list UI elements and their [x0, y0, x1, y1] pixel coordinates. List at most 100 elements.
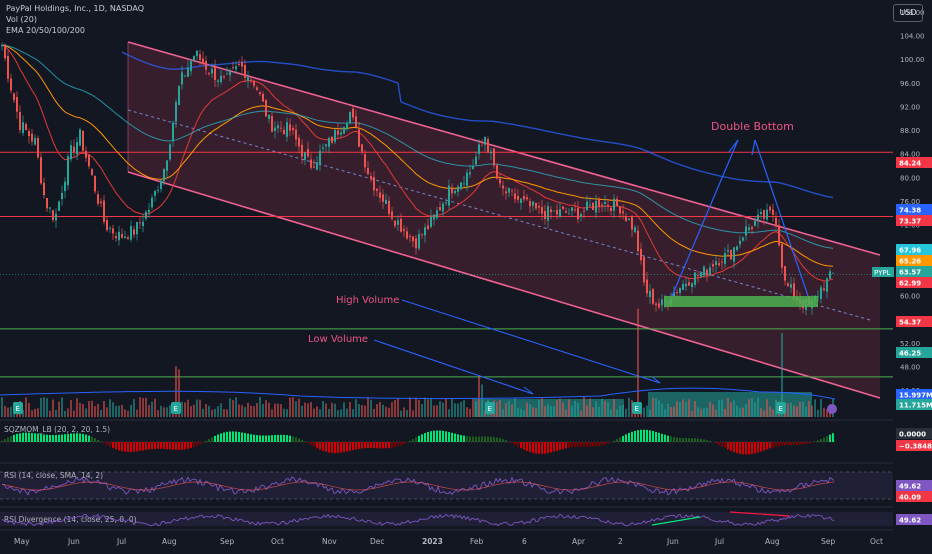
candle-body	[463, 183, 465, 184]
volume-bar	[643, 408, 645, 417]
sqzmom-bar	[316, 442, 318, 448]
sqzmom-bar	[241, 432, 243, 442]
volume-bar	[439, 401, 441, 417]
candle-body	[643, 257, 645, 282]
candle-body	[28, 131, 30, 136]
sqzmom-bar	[232, 431, 234, 442]
sqzmom-bar	[58, 435, 60, 442]
sqzmom-bar	[811, 442, 813, 443]
volume-bar	[304, 403, 306, 417]
sqzmom-bar	[364, 442, 366, 448]
candle-body	[517, 196, 519, 200]
volume-bar	[430, 398, 432, 417]
sqzmom-bar	[202, 442, 204, 443]
currency-button[interactable]: USD	[893, 4, 923, 22]
price-level-tag-text: 84.24	[899, 160, 921, 168]
time-axis-label: Jul	[714, 537, 724, 546]
volume-bar	[409, 397, 411, 417]
earnings-marker-label: E	[16, 405, 20, 413]
candle-body	[736, 246, 738, 250]
candle-body	[361, 144, 363, 151]
volume-bar	[739, 408, 741, 417]
volume-bar	[676, 401, 678, 417]
candle-body	[604, 202, 606, 204]
sqzmom-bar	[163, 442, 165, 449]
candle-body	[535, 203, 537, 209]
candle-body	[721, 262, 723, 263]
sqzmom-bar	[373, 442, 375, 448]
candle-body	[262, 94, 264, 101]
volume-bar	[436, 405, 438, 417]
candle-body	[760, 212, 762, 214]
candle-body	[757, 215, 759, 221]
volume-bar	[307, 403, 309, 417]
volume-bar	[253, 406, 255, 417]
candle-body	[613, 199, 615, 211]
volume-bar	[343, 402, 345, 417]
sqzmom-bar	[205, 441, 207, 442]
volume-bar	[64, 411, 66, 417]
volume-bar	[34, 409, 36, 417]
volume-bar	[766, 399, 768, 417]
sqzmom-bar	[94, 438, 96, 442]
volume-bar	[295, 401, 297, 417]
volume-bar	[763, 410, 765, 417]
sqzmom-bar	[211, 437, 213, 442]
sqzmom-bar	[388, 442, 390, 448]
candle-body	[601, 205, 603, 206]
candle-body	[547, 206, 549, 221]
candle-body	[166, 160, 168, 171]
time-axis-label: Dec	[370, 537, 385, 546]
volume-bar	[472, 399, 474, 417]
candle-body	[523, 196, 525, 199]
high-volume-label: High Volume	[336, 295, 399, 306]
volume-bar	[85, 408, 87, 417]
sqzmom-bar	[733, 442, 735, 452]
candle-body	[118, 232, 120, 240]
volume-bar	[649, 410, 651, 417]
volume-bar	[136, 410, 138, 417]
volume-bar	[556, 400, 558, 417]
sqzmom-bar	[700, 439, 702, 442]
volume-bar	[235, 397, 237, 417]
candle-body	[322, 147, 324, 148]
volume-bar	[748, 399, 750, 417]
sqzmom-bar	[400, 442, 402, 445]
sqzmom-bar	[568, 442, 570, 448]
sqzmom-bar	[718, 442, 720, 445]
candle-body	[406, 231, 408, 238]
volume-bar	[697, 407, 699, 417]
candle-body	[259, 92, 261, 94]
sqzmom-bar	[796, 442, 798, 445]
candle-body	[40, 157, 42, 183]
sqzmom-bar	[313, 442, 315, 447]
volume-bar	[571, 406, 573, 417]
sqzmom-bar	[64, 434, 66, 442]
candle-body	[184, 75, 186, 76]
time-axis-label: Jun	[666, 537, 679, 546]
candle-body	[730, 250, 732, 259]
candle-body	[1, 45, 3, 46]
sqzmom-bar	[349, 442, 351, 451]
candle-body	[82, 131, 84, 151]
volume-bar	[433, 405, 435, 417]
volume-bar	[400, 411, 402, 417]
candle-body	[334, 130, 336, 142]
candle-body	[559, 209, 561, 216]
price-tick-label: 52.00	[900, 340, 920, 348]
volume-bar	[406, 410, 408, 417]
sqzmom-bar	[616, 439, 618, 442]
sqzmom-bar	[28, 433, 30, 442]
sqzmom-bar	[451, 433, 453, 442]
sqzmom-bar	[823, 438, 825, 442]
candle-body	[787, 283, 789, 286]
sqzmom-bar	[550, 442, 552, 453]
sqzmom-bar	[697, 438, 699, 442]
volume-bar	[547, 404, 549, 417]
sqzmom-bar	[457, 434, 459, 442]
volume-bar	[298, 399, 300, 417]
sqzmom-bar	[40, 434, 42, 442]
sqzmom-bar	[454, 434, 456, 442]
